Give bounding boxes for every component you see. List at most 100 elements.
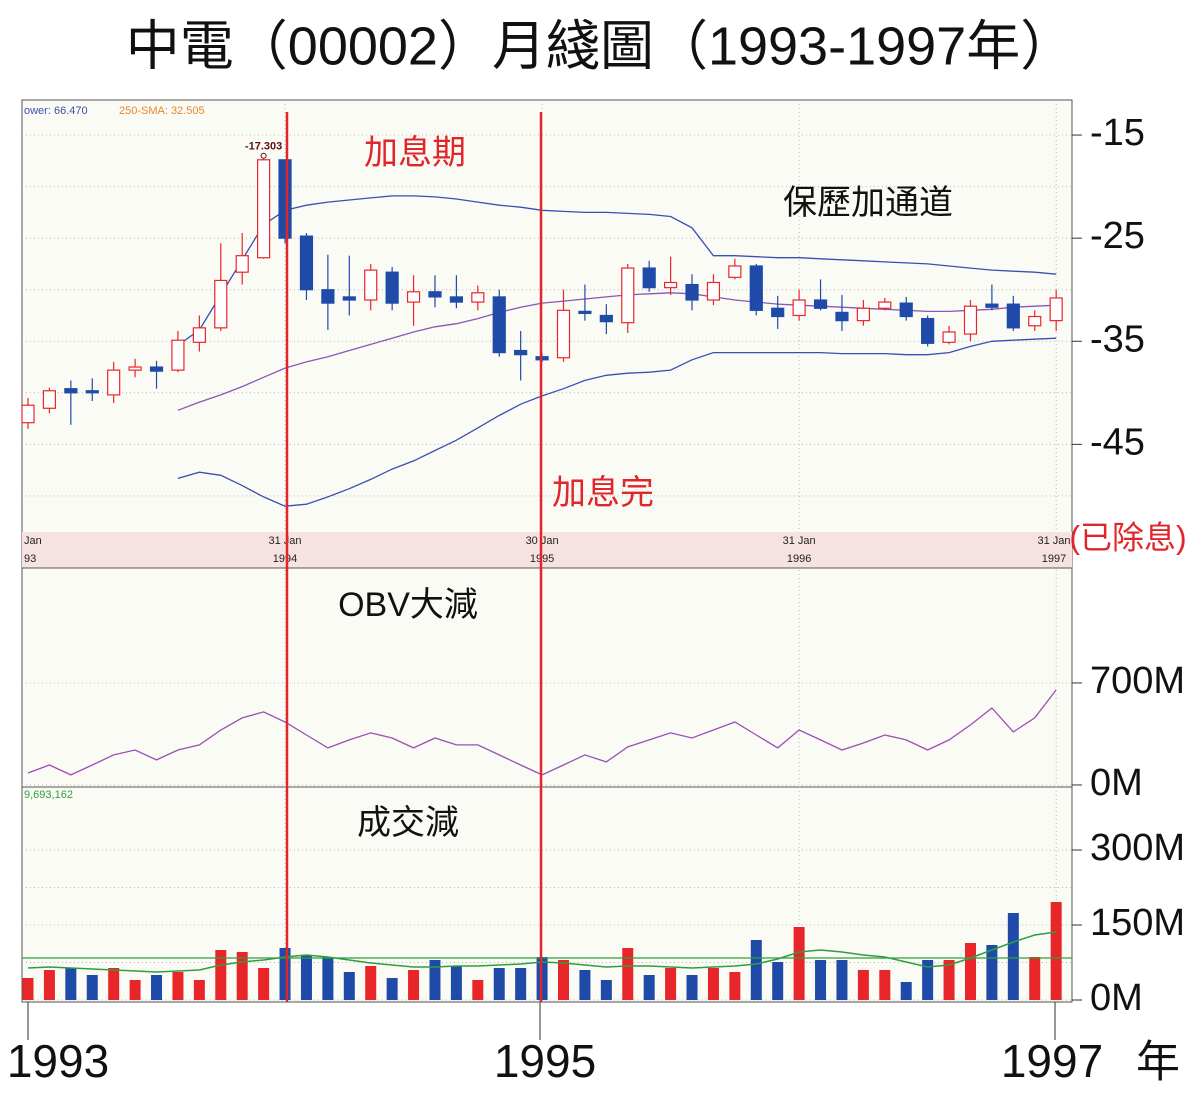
candle-body xyxy=(1049,297,1063,322)
annotation: (已除息) xyxy=(1069,519,1186,555)
candle-body xyxy=(599,314,613,323)
volume-bar xyxy=(964,943,976,1000)
volume-label: 9,693,162 xyxy=(24,789,73,801)
volume-bar xyxy=(707,968,719,1000)
candle-body xyxy=(835,311,849,322)
annotation: 成交減 xyxy=(357,804,459,842)
candle-body xyxy=(21,404,35,424)
candle-body xyxy=(171,339,185,371)
date-label: 93 xyxy=(24,553,36,565)
candle-body xyxy=(556,309,571,359)
marks: -15 -25 -35 -45 ower: 66.470 250-SMA: 32.505 J… xyxy=(21,100,1185,1019)
peak-label: -17.303 xyxy=(245,141,282,153)
legend-entry: ower: 66.470 xyxy=(24,105,88,117)
candle-body xyxy=(107,369,121,396)
band-line xyxy=(177,337,1057,507)
candle-body xyxy=(128,366,142,371)
candle-body xyxy=(342,296,356,301)
volume-bar xyxy=(622,948,634,1000)
candle-body xyxy=(728,265,742,278)
candle-body xyxy=(299,235,314,291)
candle-body xyxy=(813,299,828,309)
volume-bar xyxy=(386,978,398,1000)
y-tick-label: -35 xyxy=(1090,318,1145,360)
candle-body xyxy=(899,302,913,318)
candle-body xyxy=(492,296,506,354)
volume-bar xyxy=(365,966,377,1000)
volume-bar xyxy=(86,975,98,1000)
volume-bar xyxy=(772,962,784,1000)
candle-body xyxy=(192,327,206,343)
candle-body xyxy=(257,159,271,259)
date-strip xyxy=(22,532,1072,568)
annotation: 保歷加通道 xyxy=(783,184,953,222)
candle-body xyxy=(278,159,292,239)
x-axis-label: 1995 xyxy=(494,1035,596,1087)
volume-bar xyxy=(836,960,848,1000)
y-tick-label: 700M xyxy=(1090,660,1185,702)
candle-body xyxy=(963,305,978,335)
volume-bar xyxy=(1029,957,1041,1000)
volume-bar xyxy=(815,960,827,1000)
volume-bar xyxy=(450,966,462,1000)
volume-bar xyxy=(579,970,591,1000)
y-tick-label: -15 xyxy=(1090,112,1145,154)
volume-bar xyxy=(750,940,762,1000)
candle-body xyxy=(449,296,463,303)
candle-body xyxy=(85,390,99,394)
volume-bar xyxy=(172,972,184,1000)
date-label: Jan xyxy=(24,535,42,547)
volume-bar xyxy=(258,968,270,1000)
volume-bar xyxy=(600,980,612,1000)
volume-bar xyxy=(236,952,248,1000)
candle-body xyxy=(385,271,399,304)
y-tick-label: 300M xyxy=(1090,827,1185,869)
candle-body xyxy=(985,303,999,308)
candle-body xyxy=(471,292,485,303)
candle-body xyxy=(878,301,892,309)
volume-bar xyxy=(900,982,912,1000)
volume-bar xyxy=(408,970,420,1000)
candle-body xyxy=(42,390,57,409)
volume-bar xyxy=(300,955,312,1000)
volume-bar xyxy=(922,960,934,1000)
candle-body xyxy=(942,331,956,343)
volume-bar xyxy=(65,968,77,1000)
candle-body xyxy=(642,267,656,289)
candle-body xyxy=(706,281,721,301)
volume-bar xyxy=(558,960,569,1000)
volume-bar xyxy=(665,968,677,1000)
y-tick-label: 0M xyxy=(1090,977,1143,1019)
candle-body xyxy=(1006,303,1020,329)
volume-bar xyxy=(515,968,527,1000)
date-label: 31 Jan xyxy=(269,535,302,547)
volume-bar xyxy=(643,975,655,1000)
candle-body xyxy=(856,307,870,322)
date-label: 1997 xyxy=(1042,553,1066,565)
candle-body xyxy=(1028,315,1042,327)
candle-body xyxy=(621,267,635,324)
peak-marker xyxy=(260,152,267,159)
y-tick-label: 150M xyxy=(1090,902,1185,944)
volume-bar xyxy=(879,970,891,1000)
volume-bar xyxy=(1050,902,1062,1000)
volume-bar xyxy=(22,978,34,1000)
candle-body xyxy=(771,307,785,318)
volume-bar xyxy=(322,957,334,1000)
volume-bar xyxy=(943,960,955,1000)
candle-body xyxy=(921,317,935,344)
candle-body xyxy=(514,349,528,356)
y-tick-label: 0M xyxy=(1090,762,1143,804)
date-label: 31 Jan xyxy=(1037,535,1070,547)
candle-body xyxy=(64,388,78,394)
volume-bar xyxy=(472,980,484,1000)
volume-bar xyxy=(193,980,205,1000)
candle-body xyxy=(214,279,228,329)
volume-bar xyxy=(1007,913,1019,1000)
volume-bar xyxy=(986,945,998,1000)
volume-bar xyxy=(793,927,805,1000)
candle-body xyxy=(406,291,421,303)
band-line xyxy=(177,195,1057,346)
candle-body xyxy=(792,299,806,317)
